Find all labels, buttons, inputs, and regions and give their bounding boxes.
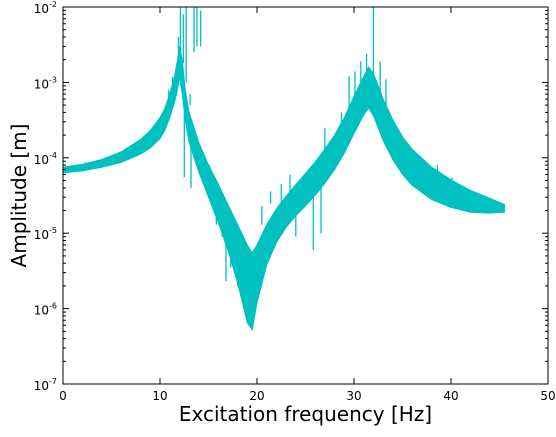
y-tick-label: 10-2 [34, 0, 57, 16]
y-tick-label: 10-4 [34, 151, 57, 167]
y-axis-label: Amplitude [m] [7, 124, 31, 268]
x-axis-label: Excitation frequency [Hz] [179, 402, 432, 426]
x-tick-label: 30 [346, 389, 361, 403]
x-tick-label: 40 [443, 389, 458, 403]
axes-frame [62, 6, 549, 385]
x-tick-label: 10 [152, 389, 167, 403]
plot-area [63, 7, 505, 332]
axis-ticks: 0 10 20 30 40 50 10-7 10-6 10-5 10-4 10-3 10-2 [34, 0, 556, 403]
x-tick-label: 20 [249, 389, 264, 403]
y-tick-label: 10-6 [34, 302, 57, 318]
y-tick-label: 10-7 [34, 377, 57, 393]
y-tick-label: 10-3 [34, 75, 57, 91]
response-band [63, 46, 505, 332]
x-tick-label: 0 [59, 389, 67, 403]
y-tick-label: 10-5 [34, 226, 57, 242]
x-tick-label: 50 [540, 389, 555, 403]
